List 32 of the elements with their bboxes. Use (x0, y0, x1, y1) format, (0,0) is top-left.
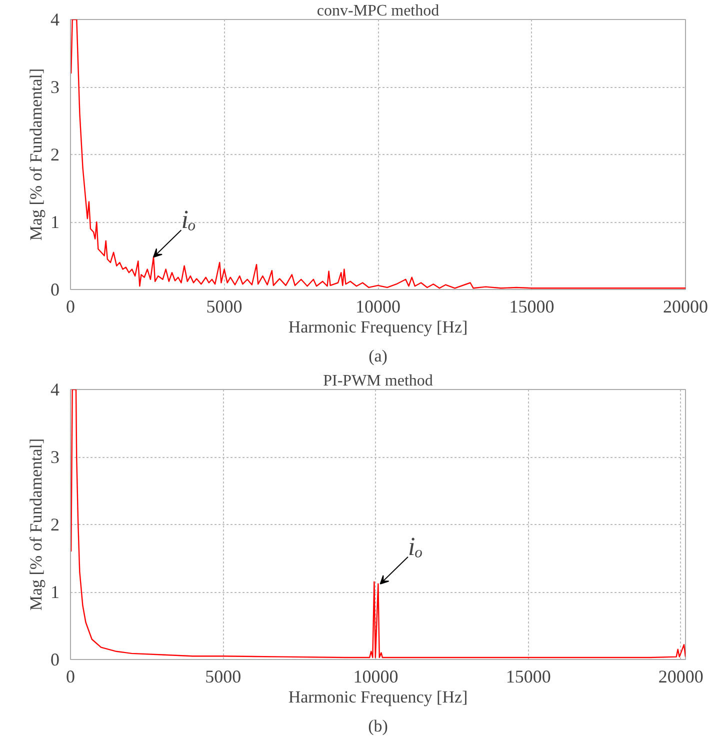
y-tick-label: 3 (50, 447, 60, 467)
chart-title: conv-MPC method (316, 2, 440, 20)
x-tick-label: 15000 (509, 296, 554, 316)
x-tick-label: 15000 (506, 666, 551, 686)
x-axis-title: Harmonic Frequency [Hz] (288, 688, 468, 706)
y-tick-label: 4 (50, 380, 60, 400)
x-tick-label: 20000 (663, 296, 708, 316)
x-axis-title: Harmonic Frequency [Hz] (288, 318, 468, 336)
x-tick-label: 5000 (206, 296, 242, 316)
x-tick-label: 0 (66, 296, 75, 316)
y-tick-label: 2 (50, 514, 60, 534)
y-tick-label: 2 (50, 144, 60, 164)
x-tick-label: 5000 (205, 666, 242, 686)
x-tick-label: 0 (66, 666, 75, 686)
line-series (70, 390, 686, 658)
y-tick-label: 0 (50, 280, 60, 300)
y-tick-label: 4 (50, 10, 60, 30)
x-tick-label: 20000 (658, 666, 704, 686)
annotation: iₒ (181, 205, 196, 234)
y-tick-label: 1 (50, 582, 60, 602)
y-tick-label: 0 (50, 650, 60, 670)
annotation: iₒ (408, 532, 423, 561)
x-tick-label: 10000 (356, 296, 400, 316)
y-axis-title: Mag [% of Fundamental] (26, 438, 46, 611)
text: (a) (368, 346, 388, 366)
y-axis-title: Mag [% of Fundamental] (26, 68, 46, 241)
line-series (70, 20, 686, 289)
x-tick-label: 10000 (353, 666, 398, 686)
text: (b) (368, 716, 388, 736)
y-tick-label: 3 (50, 77, 60, 97)
y-tick-label: 1 (50, 212, 60, 232)
chart-title: PI-PWM method (323, 372, 433, 390)
